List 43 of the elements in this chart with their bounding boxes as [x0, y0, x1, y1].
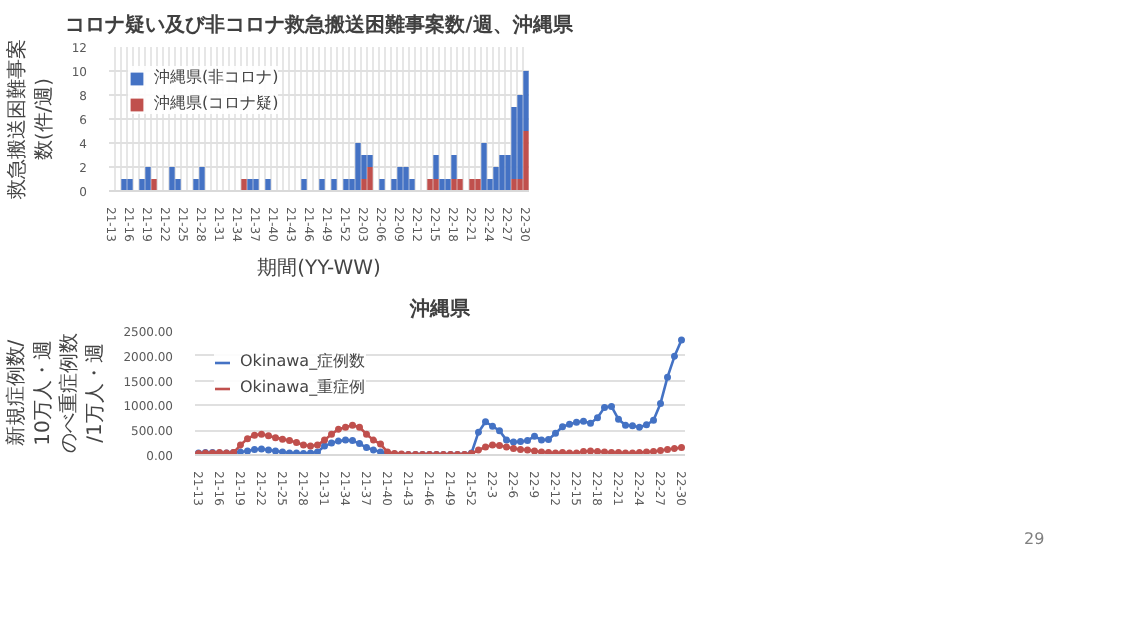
bar	[145, 167, 151, 191]
legend-label: Okinawa_重症例	[240, 376, 366, 398]
text: 29	[1024, 528, 1045, 551]
chart-title: コロナ疑い及び非コロナ救急搬送困難事案数/週、沖縄県	[65, 13, 575, 37]
bar	[379, 179, 385, 191]
bar	[481, 143, 487, 191]
bar	[523, 131, 529, 191]
legend-label: 沖縄県(コロナ疑)	[154, 92, 279, 114]
bar	[439, 179, 445, 191]
bar	[433, 155, 439, 179]
bar	[199, 167, 205, 191]
bar	[169, 167, 175, 191]
bar	[445, 179, 451, 191]
bar	[511, 179, 517, 191]
bar	[151, 179, 157, 191]
chart-title: 沖縄県	[408, 297, 472, 321]
bar	[457, 179, 463, 191]
bar	[475, 179, 481, 191]
legend-label: Okinawa_症例数	[240, 350, 366, 372]
bar	[301, 179, 307, 191]
bar	[241, 179, 247, 191]
bar	[331, 179, 337, 191]
bar	[355, 143, 361, 191]
bar	[469, 179, 475, 191]
legend-label: 沖縄県(非コロナ)	[154, 66, 279, 88]
bar	[247, 179, 253, 191]
x-axis-title: 期間(YY-WW)	[257, 255, 382, 280]
bar	[397, 167, 403, 191]
bar	[127, 179, 133, 191]
y-axis-title: 救急搬送困難事案数(件/週)	[5, 39, 56, 201]
bar	[343, 179, 349, 191]
y-axis-title: 新規症例数/10万人・週のべ重症例数/1万人・週	[4, 333, 108, 453]
bar	[451, 179, 457, 191]
bar	[265, 179, 271, 191]
bar	[403, 167, 409, 191]
bar	[499, 155, 505, 191]
bar	[253, 179, 259, 191]
bar	[427, 179, 433, 191]
bar	[367, 167, 373, 191]
bar	[121, 179, 127, 191]
bar	[319, 179, 325, 191]
bar	[451, 155, 457, 179]
bar	[433, 179, 439, 191]
